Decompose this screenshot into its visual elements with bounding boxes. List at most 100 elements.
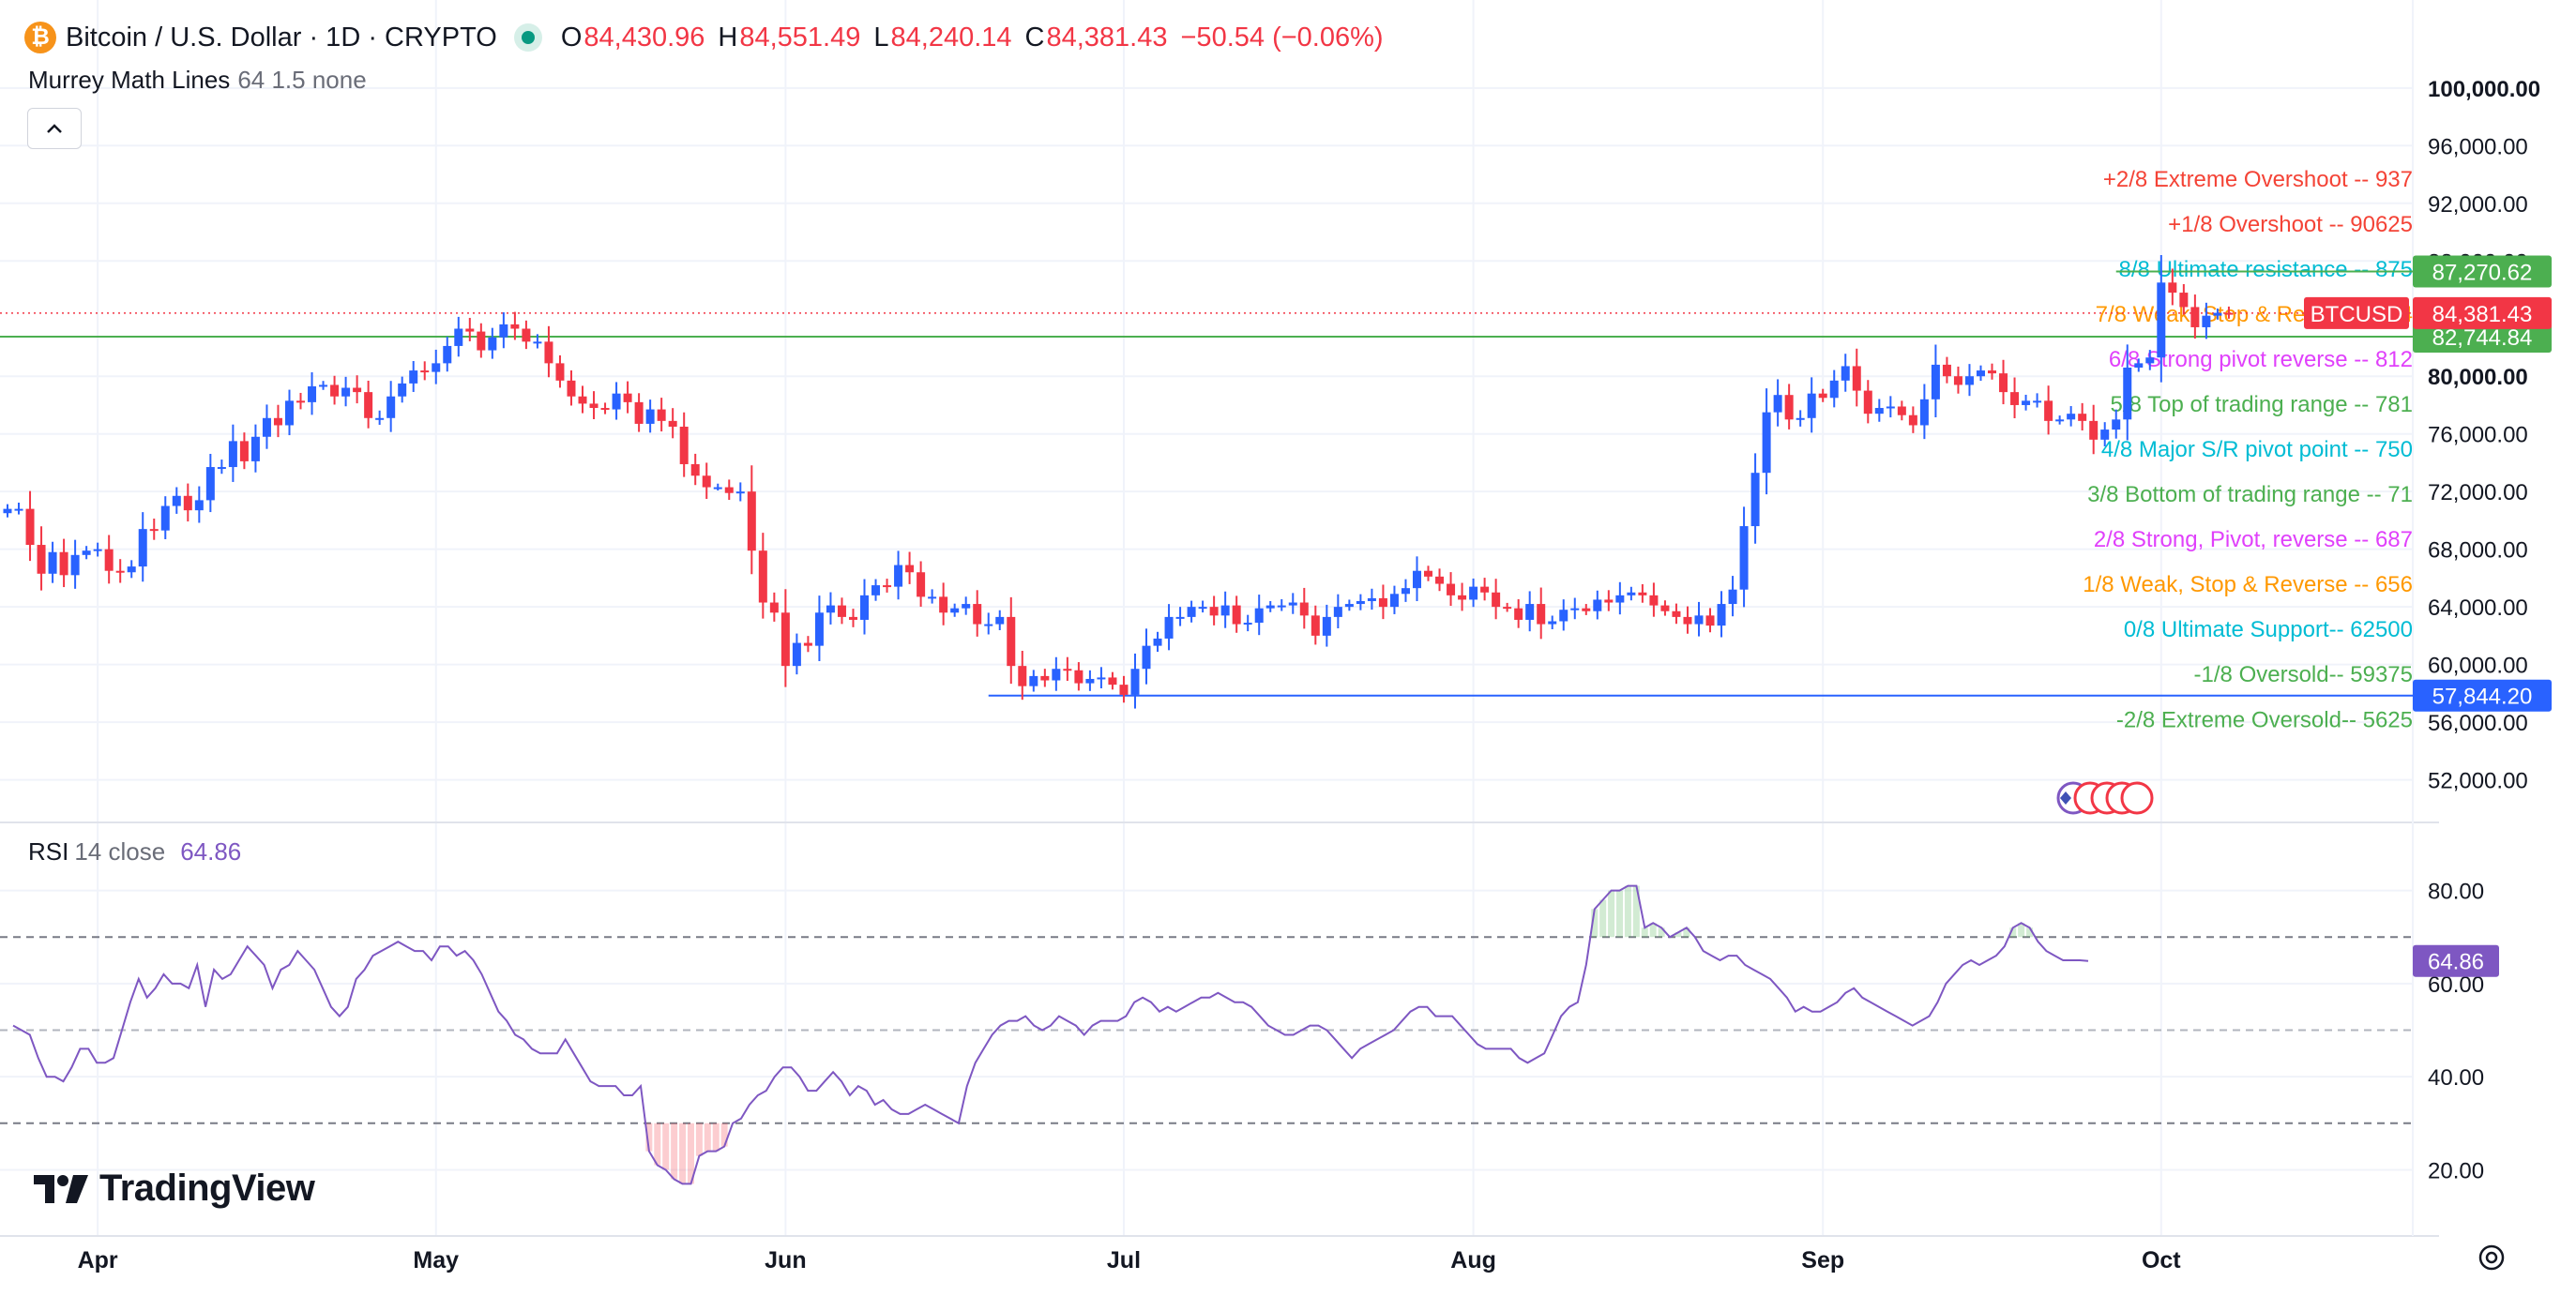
candle[interactable] [115, 559, 125, 583]
tradingview-logo[interactable]: TradingView [32, 1168, 315, 1210]
candle[interactable] [612, 382, 621, 420]
candle[interactable] [533, 334, 542, 349]
candle[interactable] [443, 337, 452, 372]
candle[interactable] [1164, 604, 1174, 651]
candle[interactable] [668, 408, 677, 439]
candle[interactable] [871, 579, 881, 601]
candle[interactable] [364, 380, 373, 429]
candle[interactable] [657, 398, 666, 432]
candle[interactable] [1897, 400, 1906, 421]
candle[interactable] [1209, 595, 1219, 625]
collapse-legend-button[interactable] [27, 108, 82, 149]
candle[interactable] [928, 589, 937, 604]
candle[interactable] [1378, 584, 1387, 620]
candle[interactable] [1649, 582, 1659, 617]
candle[interactable] [510, 311, 520, 340]
candle[interactable] [1311, 605, 1320, 645]
candle[interactable] [2089, 404, 2099, 455]
candle[interactable] [769, 592, 779, 622]
candle[interactable] [544, 325, 553, 378]
candle[interactable] [1717, 591, 1726, 638]
candle[interactable] [409, 360, 418, 392]
candle[interactable] [1525, 591, 1535, 632]
candle[interactable] [1389, 585, 1399, 614]
candle[interactable] [645, 399, 655, 433]
candle[interactable] [1694, 601, 1704, 637]
candle[interactable] [860, 579, 870, 635]
candle[interactable] [1638, 584, 1647, 603]
candle[interactable] [37, 526, 46, 591]
candle[interactable] [1863, 380, 1872, 424]
candle[interactable] [1514, 598, 1523, 628]
candle[interactable] [1773, 379, 1782, 427]
candle[interactable] [308, 371, 317, 415]
candle[interactable] [724, 479, 734, 501]
candle[interactable] [883, 579, 892, 593]
candle[interactable] [2112, 409, 2121, 439]
candle[interactable] [93, 542, 102, 557]
event-marker-icon[interactable] [2120, 781, 2154, 815]
candle[interactable] [2190, 294, 2200, 339]
candle[interactable] [1841, 354, 1850, 392]
candle[interactable] [1007, 596, 1016, 685]
candle[interactable] [1232, 595, 1241, 633]
candle[interactable] [522, 320, 531, 350]
candle[interactable] [1660, 600, 1670, 616]
candle[interactable] [330, 375, 340, 405]
candle[interactable] [1784, 384, 1794, 429]
candle[interactable] [1142, 628, 1151, 685]
candle[interactable] [1322, 604, 1331, 647]
candle[interactable] [1119, 675, 1129, 703]
candle[interactable] [1818, 388, 1827, 402]
candle[interactable] [1344, 599, 1354, 611]
candle[interactable] [25, 490, 35, 562]
candle[interactable] [1796, 410, 1805, 427]
candle[interactable] [814, 595, 824, 662]
candle[interactable] [1401, 579, 1410, 602]
candle[interactable] [2134, 358, 2144, 372]
candle[interactable] [1750, 453, 1760, 544]
candle[interactable] [160, 496, 170, 540]
candle[interactable] [1458, 582, 1467, 611]
candle[interactable] [2067, 406, 2076, 427]
candle[interactable] [1593, 590, 1602, 620]
candle[interactable] [2179, 284, 2189, 315]
candle[interactable] [1447, 572, 1456, 607]
candle[interactable] [1999, 359, 2008, 405]
candle[interactable] [1265, 600, 1275, 612]
candle[interactable] [48, 541, 57, 583]
candle[interactable] [1085, 670, 1095, 691]
candle[interactable] [1130, 653, 1140, 709]
candle[interactable] [2022, 394, 2031, 411]
candle[interactable] [1108, 671, 1117, 690]
candle[interactable] [634, 393, 644, 432]
candle[interactable] [1333, 594, 1342, 628]
candle[interactable] [555, 354, 565, 388]
candle[interactable] [973, 590, 982, 637]
candle[interactable] [1153, 631, 1162, 653]
candle[interactable] [1852, 348, 1861, 407]
candle[interactable] [250, 424, 260, 473]
candle[interactable] [2123, 344, 2132, 441]
candle[interactable] [3, 504, 12, 518]
candle[interactable] [477, 323, 486, 358]
candle[interactable] [713, 483, 722, 491]
candle[interactable] [939, 582, 948, 625]
candle[interactable] [1874, 399, 1884, 422]
candle[interactable] [1367, 588, 1376, 610]
candle[interactable] [1063, 656, 1072, 682]
candle[interactable] [1762, 388, 1771, 495]
candle[interactable] [1886, 396, 1895, 418]
candle[interactable] [1175, 607, 1185, 626]
candle[interactable] [1559, 599, 1568, 631]
candle[interactable] [1976, 365, 1985, 382]
candle[interactable] [623, 381, 632, 414]
candle[interactable] [386, 381, 396, 432]
candle[interactable] [2033, 393, 2042, 408]
candle[interactable] [826, 592, 835, 625]
candle[interactable] [1029, 670, 1038, 692]
candle[interactable] [1277, 598, 1286, 611]
candle[interactable] [792, 633, 801, 675]
candle[interactable] [2157, 254, 2166, 383]
candle[interactable] [1412, 556, 1421, 601]
